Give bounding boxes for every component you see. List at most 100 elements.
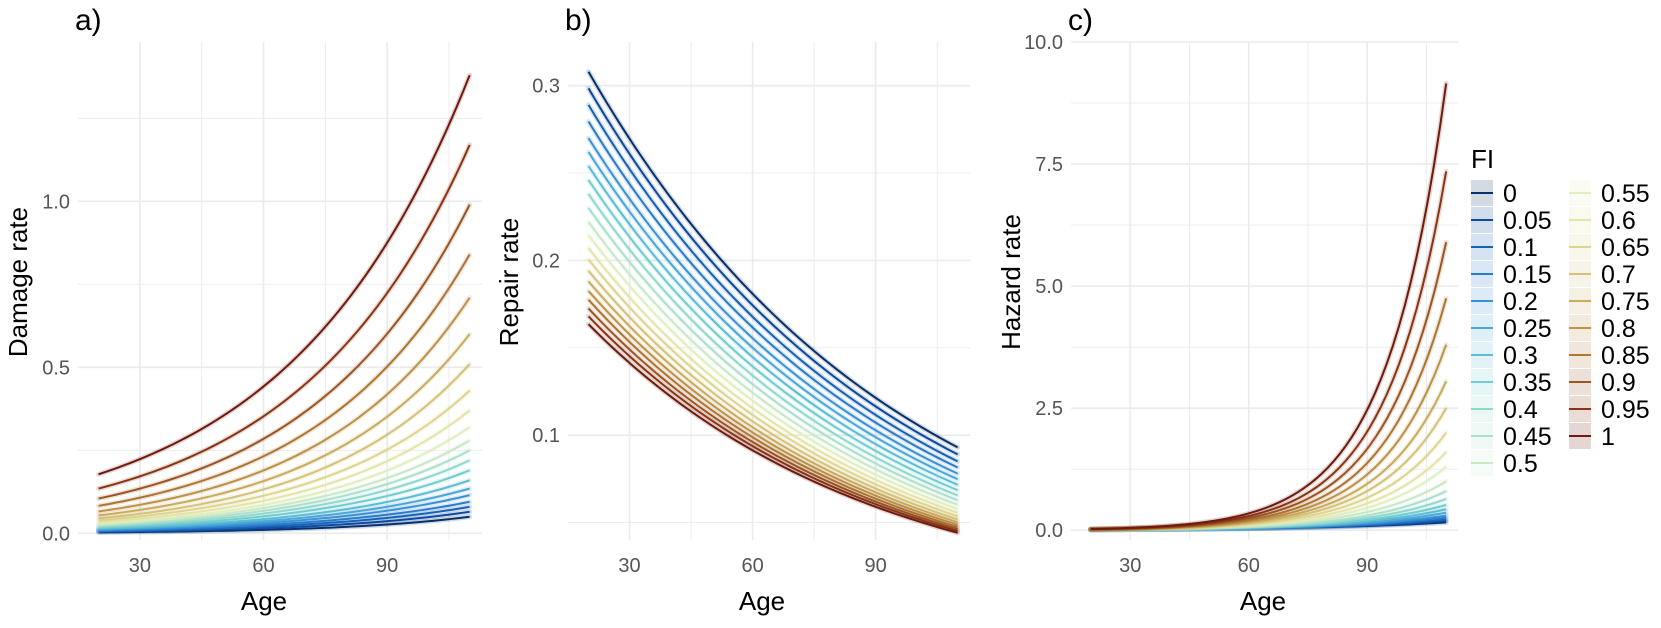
panel-a-series-fi-0.85 [98, 253, 471, 507]
panel-b-y-tick-label: 0.1 [532, 425, 560, 447]
panel-c-y-tick-label: 10.0 [1024, 32, 1063, 54]
panel-a-series-fi-0.95 [98, 144, 471, 490]
panel-a-series-fi-0.65 [98, 389, 471, 522]
panel-a-y-ticks: 0.0 0.5 1.0 [42, 191, 70, 545]
panel-a-series-fi-0.5 [98, 439, 471, 526]
legend-key-fi-0.1 [1471, 234, 1493, 260]
panel-b-series-fi-0.6 [587, 247, 959, 514]
legend-key-fi-0.15 [1471, 261, 1493, 287]
panel-a-series-fi-0.55 [98, 426, 471, 525]
panel-c-series-fi-1 [1090, 83, 1448, 531]
legend-label: 0.15 [1503, 261, 1552, 289]
legend-label: 0.85 [1601, 342, 1650, 370]
panel-b-series-fi-0.3 [587, 165, 959, 486]
panel-a-series-fi-0.75 [98, 333, 471, 517]
legend-label: 0.8 [1601, 315, 1636, 343]
legend-key-fi-0.6 [1569, 207, 1591, 233]
panel-a-series-fi-0.3 [98, 479, 470, 530]
panel-b-series-fi-0.05 [587, 87, 959, 456]
legend-label: 0.65 [1601, 234, 1650, 262]
panel-b-y-tick-label: 0.3 [532, 76, 560, 98]
panel-b-series-fi-0.85 [587, 299, 958, 528]
legend-label: 0.45 [1503, 423, 1552, 451]
legend-title: FI [1471, 144, 1494, 174]
legend-label: 0.55 [1601, 180, 1650, 208]
legend-label: 0.7 [1601, 261, 1636, 289]
panel-c-ribbon-fi-0.8 [1088, 342, 1449, 532]
panel-b-x-ticks: 30 60 90 [618, 555, 886, 577]
legend-key-fi-0.55 [1569, 180, 1591, 206]
panel-a-series-fi-1 [98, 74, 471, 476]
panel-b-y-axis-label: Repair rate [494, 218, 524, 347]
panel-a-x-tick-label: 30 [129, 555, 151, 577]
legend-key-fi-0.05 [1471, 207, 1493, 233]
panel-b-y-tick-label: 0.2 [532, 250, 560, 272]
panel-b-series-fi-0.15 [587, 120, 959, 469]
panel-b-series-fi-0.4 [587, 193, 959, 497]
legend-key-fi-1 [1569, 423, 1591, 449]
legend-label: 0.6 [1601, 207, 1636, 235]
panel-a-x-axis-label: Age [241, 586, 287, 616]
panel-a-y-tick-label: 1.0 [42, 191, 70, 213]
panel-a-series-fi-0.6 [98, 409, 471, 524]
panel-c-y-tick-label: 0.0 [1035, 520, 1063, 542]
panel-a-series-fi-0.25 [98, 487, 470, 531]
panel-a-series-fi-0.7 [98, 363, 471, 520]
panel-b-series-fi-0.2 [587, 137, 959, 475]
panel-b-series-fi-1 [587, 323, 958, 534]
legend-key-fi-0.7 [1569, 261, 1591, 287]
panel-a-y-tick-label: 0.0 [42, 523, 70, 545]
legend-key-fi-0.2 [1471, 288, 1493, 314]
legend-label: 0.1 [1503, 234, 1538, 262]
panel-b-x-axis-label: Age [739, 586, 785, 616]
panel-a-y-tick-label: 0.5 [42, 357, 70, 379]
legend-key-fi-0.4 [1471, 396, 1493, 422]
legend-label: 0.35 [1503, 369, 1552, 397]
panel-c-x-axis-label: Age [1240, 586, 1286, 616]
legend-label: 0 [1503, 180, 1517, 208]
panel-a-y-axis-label: Damage rate [3, 207, 33, 357]
panel-a-x-tick-label: 60 [252, 555, 274, 577]
legend-label: 0.05 [1503, 207, 1552, 235]
legend-key-fi-0 [1471, 180, 1493, 206]
legend: FI 00.050.10.150.20.250.30.350.40.450.50… [1471, 144, 1650, 478]
panel-c-series-fi-0.8 [1090, 344, 1448, 531]
panel-b-x-tick-label: 60 [741, 555, 763, 577]
panel-a: a) 0.0 0.5 1.0 30 60 90 Age Damage rate [3, 4, 482, 616]
legend-label: 0.25 [1503, 315, 1552, 343]
panel-c-y-ticks: 0.0 2.5 5.0 7.5 10.0 [1024, 32, 1063, 542]
legend-label: 0.9 [1601, 369, 1636, 397]
panel-a-series-fi-0.45 [98, 449, 471, 527]
panel-b-series-fi-0.8 [587, 290, 958, 526]
panel-b-label: b) [565, 4, 592, 37]
legend-key-fi-0.5 [1471, 450, 1493, 476]
panel-b-series-fi-0.1 [587, 104, 959, 463]
panel-b-lines [586, 69, 961, 536]
panel-b-series-fi-0.9 [587, 307, 958, 530]
panel-c-y-tick-label: 7.5 [1035, 154, 1063, 176]
panel-c-x-tick-label: 30 [1119, 555, 1141, 577]
panel-b-y-ticks: 0.1 0.2 0.3 [532, 76, 560, 447]
panel-c-y-tick-label: 2.5 [1035, 398, 1063, 420]
legend-key-fi-0.25 [1471, 315, 1493, 341]
legend-label: 0.3 [1503, 342, 1538, 370]
legend-key-fi-0.65 [1569, 234, 1591, 260]
panel-b-series-fi-0.95 [587, 315, 958, 532]
legend-label: 0.95 [1601, 396, 1650, 424]
panel-a-series-fi-0.4 [98, 459, 471, 528]
panel-b-grid [568, 42, 970, 540]
panel-b-x-tick-label: 90 [865, 555, 887, 577]
panel-c-y-tick-label: 5.0 [1035, 276, 1063, 298]
panel-c: c) 0.0 2.5 5.0 7.5 10.0 30 60 90 Age Hazard ra… [996, 4, 1458, 616]
panel-b-series-fi-0.7 [587, 270, 959, 521]
panel-b-series-fi-0.75 [587, 280, 958, 524]
panel-b-series-fi-0.5 [587, 221, 959, 506]
panel-a-x-ticks: 30 60 90 [129, 555, 399, 577]
panel-c-y-axis-label: Hazard rate [996, 214, 1026, 350]
panel-a-series-fi-0.35 [98, 469, 470, 529]
panel-b-series-fi-0.45 [587, 207, 959, 502]
panel-b-series-fi-0.65 [587, 258, 959, 518]
legend-key-fi-0.45 [1471, 423, 1493, 449]
legend-key-fi-0.85 [1569, 342, 1591, 368]
